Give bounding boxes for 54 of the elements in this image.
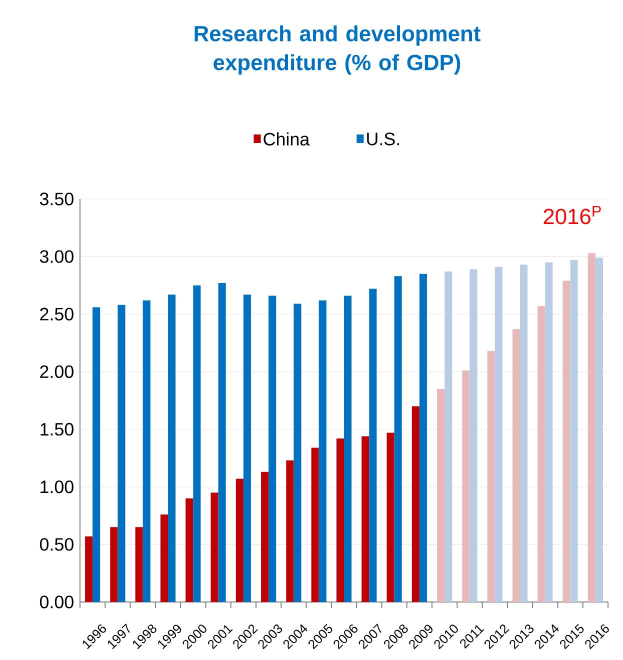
bar: [261, 472, 269, 602]
bar: [487, 350, 495, 602]
y-tick-label: 3.50: [40, 192, 74, 206]
bar: [243, 294, 251, 602]
bar: [193, 285, 201, 602]
bar: [470, 269, 478, 602]
chart-title: Research and development expenditure (% of GDP): [194, 25, 480, 75]
bar: [444, 272, 452, 602]
y-tick-label: 0.00: [40, 596, 74, 608]
legend-label: China: [264, 132, 310, 146]
bar: [160, 514, 168, 602]
bar: [118, 304, 126, 602]
y-tick-label: 1.50: [40, 422, 74, 436]
y-tick-label: 2.00: [40, 365, 74, 378]
bar: [462, 370, 470, 602]
bar: [210, 492, 218, 602]
y-tick-label: 1.00: [40, 480, 74, 494]
bar: [85, 536, 93, 602]
bar: [286, 460, 294, 602]
bar: [236, 478, 244, 602]
bar: [311, 448, 319, 602]
bar: [362, 436, 370, 602]
bar: [512, 329, 520, 602]
bar: [386, 432, 394, 602]
bar: [135, 527, 143, 602]
bar: [570, 260, 578, 602]
bar: [344, 296, 352, 602]
y-tick-label: 0.50: [40, 538, 74, 551]
bar: [437, 388, 445, 602]
bar: [545, 262, 553, 602]
bar: [294, 304, 302, 602]
legend-label: U.S.: [367, 132, 399, 146]
bar: [336, 438, 344, 602]
bar: [186, 498, 194, 602]
annotation: 2016$^{P}$: [544, 206, 601, 224]
bar: [92, 307, 100, 602]
bar: [268, 296, 276, 602]
bar: [218, 283, 226, 602]
y-tick-label: 3.00: [40, 250, 74, 263]
bar: [595, 258, 603, 602]
bar: [110, 527, 118, 602]
bar: [369, 288, 377, 602]
bar: [168, 294, 176, 602]
y-tick-label: 2.50: [40, 308, 74, 320]
bar: [394, 276, 402, 602]
bar: [520, 264, 528, 602]
bar: [412, 406, 420, 602]
bar: [538, 306, 546, 602]
bar: [142, 300, 150, 602]
bar: [318, 300, 326, 602]
bar: [419, 274, 427, 602]
bar: [494, 266, 502, 602]
bar: [588, 253, 596, 602]
bar: [562, 280, 570, 602]
